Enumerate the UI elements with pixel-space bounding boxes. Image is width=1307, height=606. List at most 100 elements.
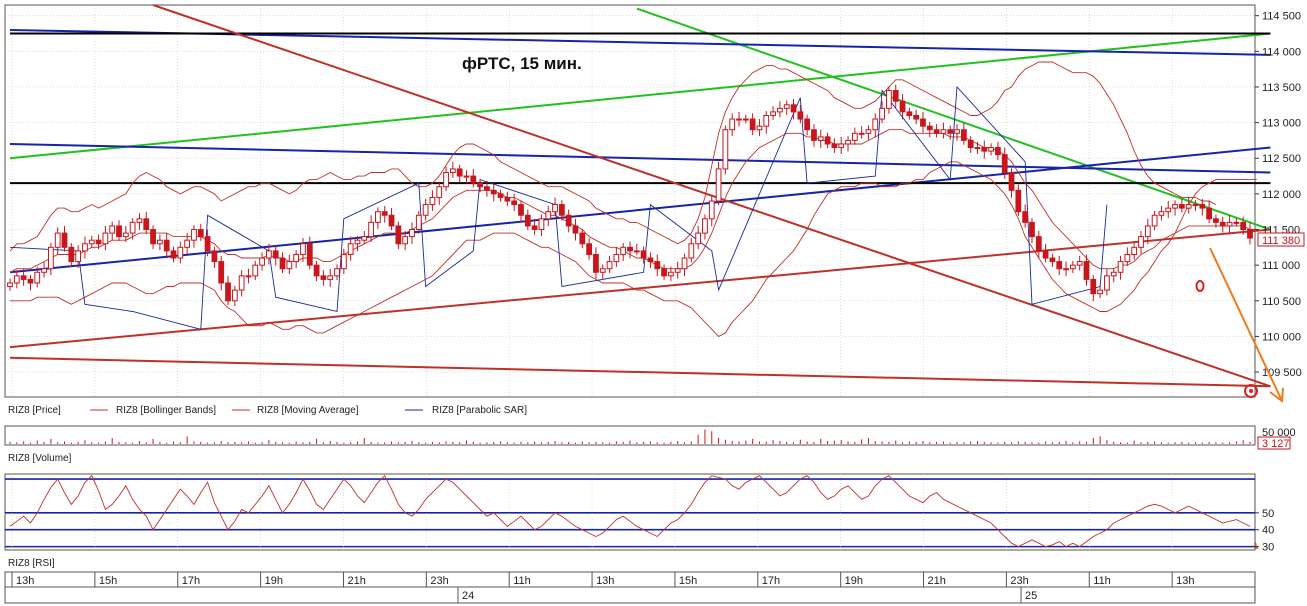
candle-body-down (306, 243, 313, 266)
time-labels: 13h 15h 17h 19h 21h 23h 11h 13h 15h 17h 19h 21h 23h 1… (11, 572, 1194, 603)
candle-body-up (238, 275, 245, 291)
candle-body-up (954, 129, 960, 134)
candle-body-down (470, 175, 477, 184)
candle-body-up (1104, 275, 1110, 291)
candle-body-up (436, 186, 443, 198)
price-tick-label: 110 500 (1262, 296, 1301, 308)
candle-body-down (320, 275, 327, 280)
hour-label: 13h (16, 575, 34, 587)
candle-body-up (327, 275, 334, 280)
candle-body-down (1035, 236, 1042, 252)
candle-body-up (409, 229, 415, 238)
candle-body-down (225, 282, 231, 302)
candle-body-up (177, 246, 184, 259)
forecast-arrow (1209, 247, 1283, 402)
candle-body-down (926, 125, 933, 131)
candle-body-up (1185, 204, 1192, 209)
candle-body-down (61, 232, 68, 248)
candle-body-down (388, 214, 395, 227)
legend: RIZ8 [Price] RIZ8 [Bollinger Bands] RIZ8… (8, 405, 527, 416)
candle-body-up (988, 147, 994, 152)
candle-body-up (245, 275, 252, 278)
candle-body-up (7, 282, 13, 288)
price-tick-label: 113 500 (1262, 82, 1301, 94)
candle-body-down (477, 182, 483, 188)
legend-bollinger: RIZ8 [Bollinger Bands] (116, 405, 216, 416)
candle-body-up (129, 221, 136, 234)
candle-body-up (102, 232, 109, 245)
candle-body-down (490, 189, 497, 195)
candle-body-up (1076, 261, 1083, 266)
candle-body-up (974, 147, 981, 150)
hour-label: 15h (679, 575, 697, 587)
candle-body-down (899, 100, 906, 113)
candle-body-up (1063, 268, 1069, 271)
candle-body-up (429, 196, 436, 206)
candle-body-down (313, 264, 320, 277)
candle-body-down (906, 111, 913, 116)
price-y-axis: 114 500 114 000 113 500 113 000 112 500 112 0… (1255, 11, 1302, 379)
candle-body-up (1172, 204, 1178, 209)
candle-body-up (463, 175, 470, 178)
candle-body-up (157, 239, 163, 245)
hour-label: 17h (762, 575, 780, 587)
candle-body-down (627, 246, 633, 252)
day-label: 25 (1025, 590, 1037, 602)
candle-body-up (340, 253, 347, 270)
candle-body-up (422, 204, 429, 216)
trend-line (9, 356, 1271, 388)
price-tick-label: 109 500 (1262, 367, 1302, 379)
bollinger-band-line (10, 161, 1257, 337)
candle-body-up (667, 271, 674, 277)
candle-body-up (13, 275, 20, 284)
candle-body-down (913, 114, 920, 120)
candle-body-up (858, 132, 865, 135)
candle-body-up (184, 239, 191, 248)
candle-body-up (252, 264, 259, 277)
bollinger-band-line (9, 61, 1217, 252)
candle-body-down (640, 250, 647, 259)
candle-body-down (933, 129, 940, 134)
hour-label: 11h (1093, 575, 1111, 587)
candle-body-up (1117, 261, 1124, 273)
candle-body-down (163, 239, 170, 252)
rsi-panel (4, 473, 1256, 551)
candle-body-down (1219, 221, 1226, 227)
candle-body-up (109, 225, 116, 234)
rsi-legend: RIZ8 [RSI] (8, 558, 55, 569)
candle-body-up (1097, 289, 1103, 295)
volume-bars (9, 429, 1251, 444)
candle-body-up (538, 218, 545, 231)
candle-body-up (681, 257, 688, 270)
candle-body-up (191, 229, 197, 241)
candle-body-down (947, 129, 954, 134)
candle-body-down (797, 111, 804, 120)
candle-body-down (811, 129, 817, 141)
candle-body-up (763, 114, 770, 127)
candle-body-down (1008, 171, 1015, 191)
candle-body-down (593, 253, 599, 273)
candle-body-down (279, 257, 286, 270)
candle-body-up (82, 243, 88, 252)
price-tick-label: 114 500 (1262, 11, 1301, 23)
hour-label: 13h (1176, 575, 1194, 587)
candle-body-down (20, 275, 27, 280)
candle-body-down (211, 250, 218, 263)
candle-body-up (41, 268, 47, 273)
candle-body-up (1144, 225, 1151, 238)
candle-body-down (749, 118, 756, 131)
indicators (9, 61, 1257, 337)
candle-body-down (204, 236, 211, 252)
hour-label: 19h (265, 575, 283, 587)
candle-body-up (879, 107, 885, 120)
candle-body-up (736, 118, 742, 121)
candle-body-up (286, 261, 293, 270)
candle-body-up (777, 107, 783, 113)
candle-body-up (402, 236, 409, 245)
candle-body-up (545, 211, 552, 220)
candle-body-up (606, 261, 613, 270)
candle-body-up (54, 232, 61, 248)
candle-body-up (742, 118, 749, 121)
candle-body-up (1069, 264, 1076, 270)
